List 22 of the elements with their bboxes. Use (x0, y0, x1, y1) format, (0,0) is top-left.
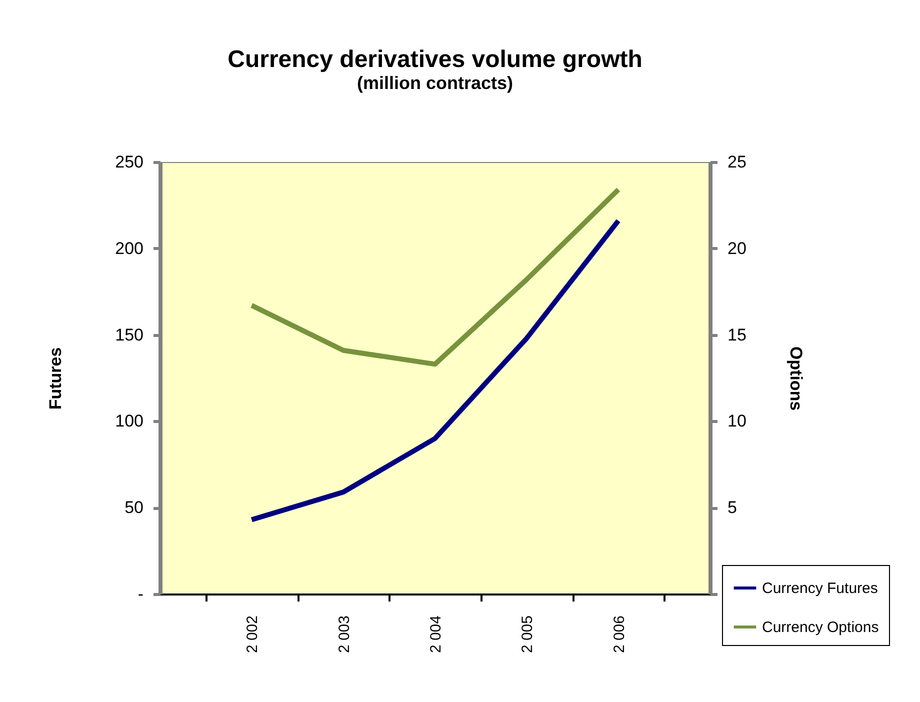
y2-tick-label: 15 (728, 325, 746, 344)
y-axis-title: Futures (46, 347, 66, 410)
legend-label: Currency Futures (762, 580, 878, 597)
y2-tick-label: 20 (728, 238, 746, 258)
x-tick-label: 2 004 (428, 616, 444, 654)
x-tick-label: 2 005 (519, 616, 536, 654)
y2-axis-title: Options (786, 346, 806, 411)
x-tick-label: 2 006 (610, 616, 628, 654)
x-tick-label: 2 002 (244, 616, 262, 654)
chart-subtitle: (million contracts) (356, 73, 514, 93)
x-tick-label: 2 003 (336, 616, 353, 654)
y-tick-label: 250 (115, 152, 144, 172)
legend-label: Currency Options (762, 619, 879, 636)
y-tick-label: 200 (115, 238, 144, 258)
y-tick-label: 150 (115, 325, 144, 344)
y2-tick-label: 10 (728, 412, 746, 431)
y2-tick-label: 25 (728, 152, 746, 172)
y-tick-label: 50 (124, 498, 144, 518)
y-tick-label: 100 (115, 412, 144, 431)
y2-tick-label: 5 (728, 498, 737, 518)
y-tick-label: - (138, 584, 144, 604)
chart-title: Currency derivatives volume growth (228, 46, 642, 73)
